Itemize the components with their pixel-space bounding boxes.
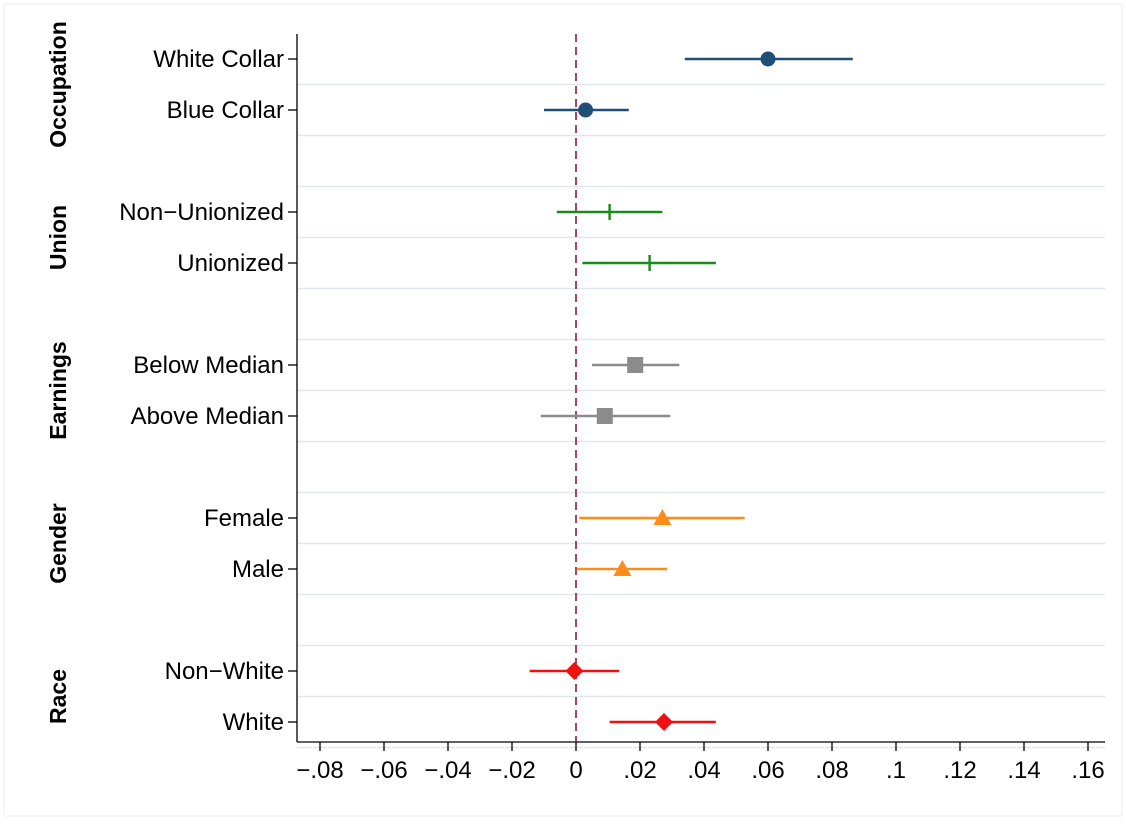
- data-layer: [529, 51, 853, 731]
- axis-layer: −.08 −.06 −.04 −.02 0 .02 .04 .06 .08 .1 .12 .14 .16: [288, 34, 1105, 784]
- point-estimate-non-white: [565, 662, 584, 680]
- x-tick-label: 0: [569, 757, 582, 784]
- x-tick-label: .12: [943, 757, 976, 784]
- y-tick-label-below-median: Below Median: [133, 352, 284, 379]
- x-tick-label: −.06: [360, 757, 407, 784]
- y-tick-label-blue-collar: Blue Collar: [167, 97, 284, 124]
- group-label-earnings: Earnings: [45, 341, 71, 439]
- group-label-occupation: Occupation: [45, 21, 71, 148]
- point-estimate-below-median: [627, 357, 644, 373]
- point-estimate-white: [655, 713, 673, 731]
- x-tick-label: −.04: [424, 757, 471, 784]
- x-tick-label: .02: [623, 757, 656, 784]
- x-tick-label: .06: [751, 757, 784, 784]
- x-tick-label: .04: [687, 757, 720, 784]
- x-tick-label: .1: [886, 757, 906, 784]
- group-label-race: Race: [45, 669, 71, 724]
- group-label-union: Union: [45, 205, 71, 270]
- y-tick-label-white-collar: White Collar: [153, 46, 284, 73]
- y-tick-label-non-unionized: Non−Unionized: [119, 199, 284, 226]
- y-tick-label-above-median: Above Median: [131, 403, 284, 430]
- group-label-gender: Gender: [45, 503, 71, 584]
- grid-layer: [297, 83, 1105, 749]
- x-tick-label: −.02: [488, 757, 535, 784]
- point-estimate-above-median: [596, 408, 613, 424]
- x-tick-label: .08: [815, 757, 848, 784]
- y-tick-label-non-white: Non−White: [165, 658, 284, 685]
- point-estimate-male: [613, 560, 632, 576]
- y-tick-label-male: Male: [232, 556, 284, 583]
- x-tick-label: −.08: [296, 757, 343, 784]
- point-estimate-white-collar: [760, 51, 776, 67]
- y-tick-label-white: White: [223, 709, 284, 736]
- y-tick-label-female: Female: [204, 505, 284, 532]
- point-estimate-blue-collar: [578, 102, 594, 118]
- point-estimate-female: [653, 509, 672, 525]
- label-layer: White Collar Blue Collar Non−Unionized Unio…: [45, 21, 284, 736]
- x-tick-label: .16: [1071, 757, 1104, 784]
- plot-border-frame: [3, 3, 1123, 817]
- y-tick-label-unionized: Unionized: [177, 250, 284, 277]
- x-tick-label: .14: [1007, 757, 1040, 784]
